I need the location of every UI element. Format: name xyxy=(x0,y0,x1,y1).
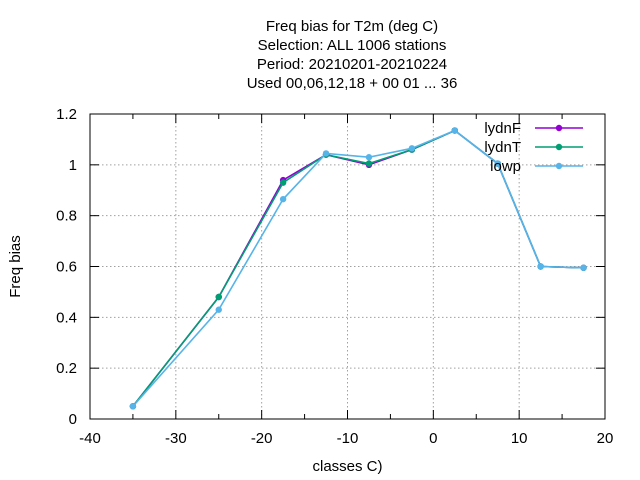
data-point xyxy=(451,127,458,134)
series-lowp xyxy=(129,127,587,410)
y-tick-label: 0.4 xyxy=(56,309,77,326)
y-tick-label: 1.2 xyxy=(56,106,77,123)
series-line xyxy=(132,129,584,407)
x-tick-label: -10 xyxy=(337,430,359,447)
y-tick-label: 0.2 xyxy=(56,360,77,377)
legend-label: lydnF xyxy=(484,120,521,137)
x-axis-label: classes C) xyxy=(312,458,382,475)
data-point xyxy=(279,195,287,203)
y-tick-label: 0.6 xyxy=(56,259,77,276)
data-point xyxy=(537,263,544,270)
x-tick-label: -20 xyxy=(251,430,273,447)
data-point xyxy=(215,293,222,301)
title-line: Period: 20210201-20210224 xyxy=(257,56,447,73)
title-line: Freq bias for T2m (deg C) xyxy=(266,18,438,35)
data-point xyxy=(215,306,222,313)
y-tick-label: 1 xyxy=(69,157,77,174)
y-axis-label: Freq bias xyxy=(7,235,24,298)
data-point xyxy=(129,403,137,410)
plot-frame xyxy=(89,113,606,420)
legend-label: lowp xyxy=(490,158,521,175)
data-point xyxy=(494,160,501,167)
y-tick-label: 0.8 xyxy=(56,208,77,225)
data-point xyxy=(408,145,416,152)
series-lines xyxy=(129,127,587,410)
tick-labels: -40 -30 -20 -10 0 10 20 0 0.2 0.4 0.6 0.8 1 1.2 xyxy=(56,106,613,447)
x-tick-label: 20 xyxy=(597,430,614,447)
legend-swatch-point xyxy=(555,124,563,132)
data-point xyxy=(279,179,287,186)
x-tick-label: -40 xyxy=(79,430,101,447)
data-point xyxy=(365,160,373,167)
data-point xyxy=(580,264,587,271)
legend-label: lydnT xyxy=(484,139,521,156)
chart-title: Freq bias for T2m (deg C) Selection: ALL … xyxy=(247,18,458,92)
data-point xyxy=(365,154,373,161)
x-tick-label: 0 xyxy=(429,430,437,447)
x-tick-label: -30 xyxy=(165,430,187,447)
legend-swatch-point xyxy=(555,143,563,151)
title-line: Selection: ALL 1006 stations xyxy=(258,37,447,54)
x-tick-label: 10 xyxy=(511,430,528,447)
y-tick-label: 0 xyxy=(69,411,77,428)
data-point xyxy=(322,150,330,157)
legend: lydnF lydnT lowp xyxy=(484,120,583,175)
legend-swatch-point xyxy=(555,162,563,170)
title-line: Used 00,06,12,18 + 00 01 ... 36 xyxy=(247,75,458,92)
